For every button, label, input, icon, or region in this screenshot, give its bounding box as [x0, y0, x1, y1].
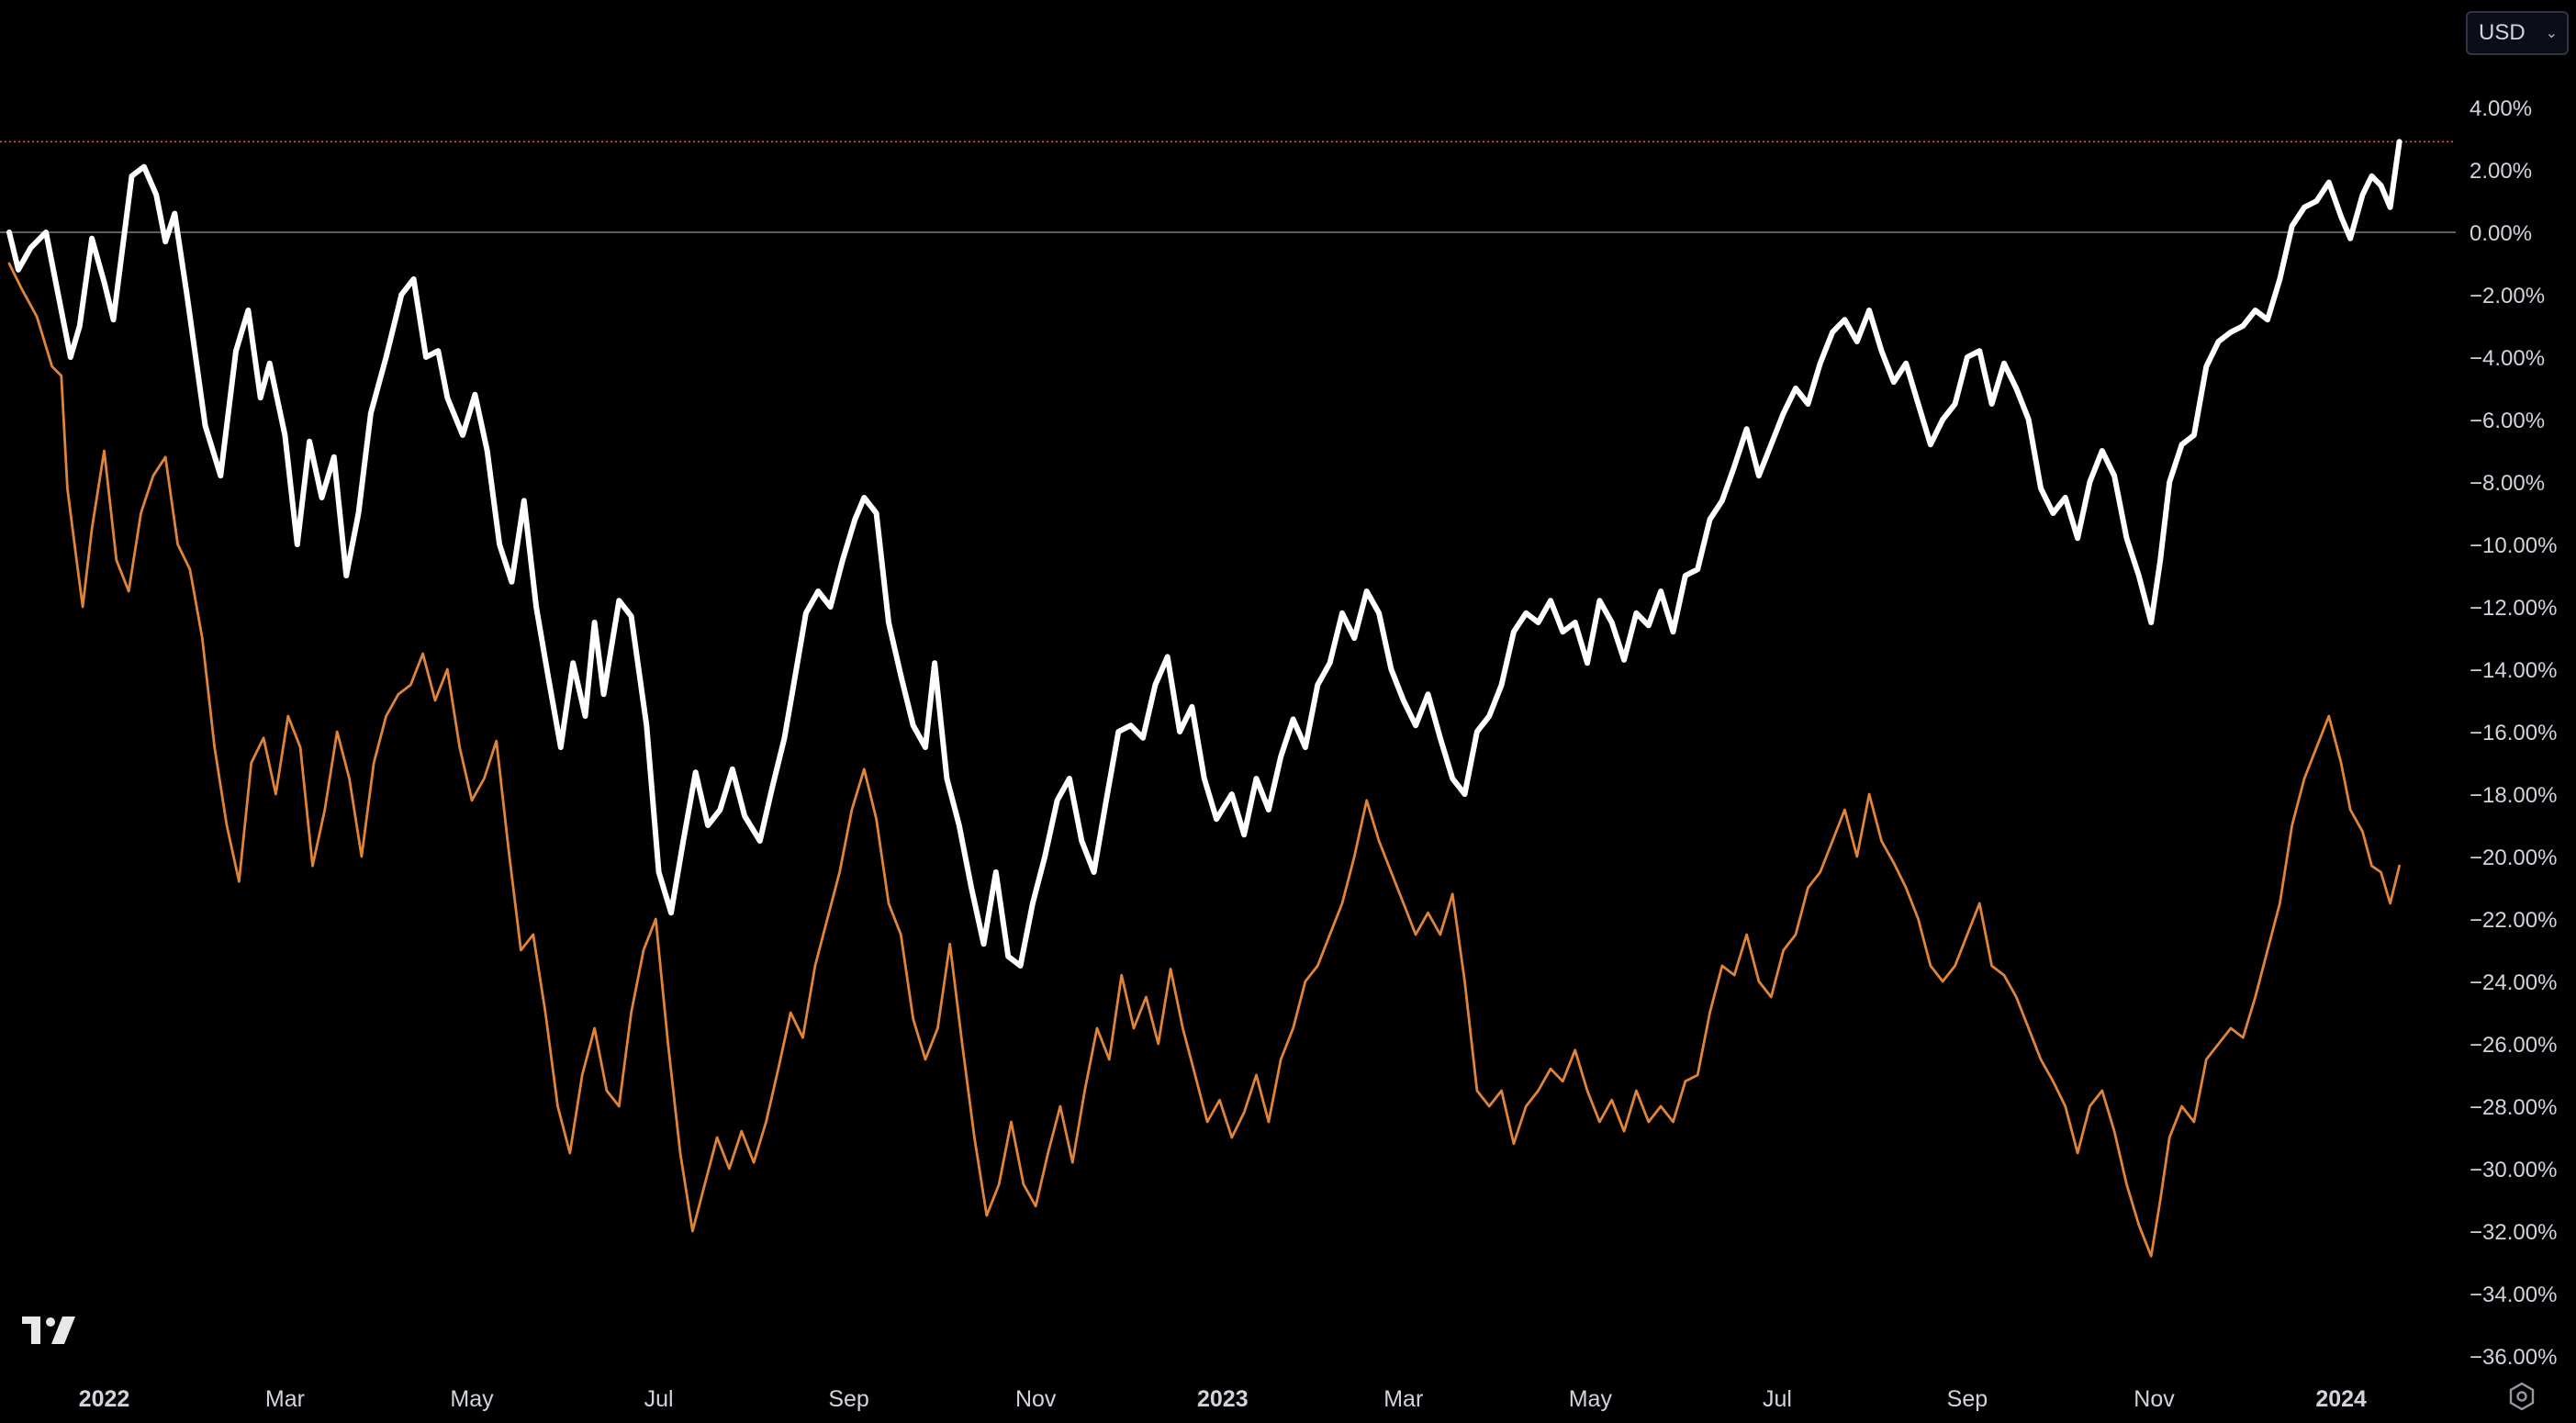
- chevron-down-icon: ⌄: [2545, 26, 2558, 41]
- x-tick-label: May: [1569, 1386, 1613, 1412]
- y-tick-label: −2.00%: [2470, 284, 2545, 308]
- tradingview-logo-icon[interactable]: [22, 1315, 81, 1348]
- y-tick-label: 0.00%: [2470, 221, 2532, 246]
- currency-select[interactable]: USD ⌄: [2466, 11, 2569, 55]
- y-tick-label: −20.00%: [2470, 846, 2557, 870]
- x-tick-label: Nov: [2134, 1386, 2175, 1412]
- y-tick-label: −34.00%: [2470, 1283, 2557, 1307]
- x-tick-label: 2023: [1197, 1386, 1249, 1412]
- x-tick-label: Jul: [1763, 1386, 1792, 1412]
- y-tick-label: −30.00%: [2470, 1158, 2557, 1182]
- settings-icon[interactable]: [2506, 1381, 2537, 1412]
- y-tick-label: −18.00%: [2470, 783, 2557, 808]
- y-tick-label: −28.00%: [2470, 1095, 2557, 1120]
- y-tick-label: −36.00%: [2470, 1345, 2557, 1370]
- x-tick-label: 2024: [2315, 1386, 2367, 1412]
- y-tick-label: −16.00%: [2470, 721, 2557, 745]
- x-tick-label: Jul: [644, 1386, 674, 1412]
- x-tick-label: Mar: [1383, 1386, 1423, 1412]
- series-line-primary: [6, 139, 2402, 969]
- y-tick-label: −8.00%: [2470, 471, 2545, 496]
- currency-label: USD: [2479, 20, 2526, 45]
- y-tick-label: −4.00%: [2470, 346, 2545, 371]
- y-tick-label: −12.00%: [2470, 596, 2557, 621]
- y-tick-label: 4.00%: [2470, 96, 2532, 121]
- y-tick-label: −14.00%: [2470, 658, 2557, 683]
- x-tick-label: Sep: [1947, 1386, 1988, 1412]
- y-tick-label: −26.00%: [2470, 1033, 2557, 1058]
- series-line-secondary: [7, 262, 2402, 1258]
- x-tick-label: 2022: [79, 1386, 130, 1412]
- y-tick-label: 2.00%: [2470, 159, 2532, 184]
- y-tick-label: −24.00%: [2470, 970, 2557, 995]
- y-tick-label: −10.00%: [2470, 533, 2557, 558]
- x-tick-label: Nov: [1015, 1386, 1057, 1412]
- y-tick-label: −6.00%: [2470, 409, 2545, 433]
- y-tick-label: −22.00%: [2470, 908, 2557, 933]
- x-tick-label: Mar: [265, 1386, 305, 1412]
- x-tick-label: Sep: [828, 1386, 868, 1412]
- y-tick-label: −32.00%: [2470, 1220, 2557, 1245]
- x-tick-label: May: [450, 1386, 494, 1412]
